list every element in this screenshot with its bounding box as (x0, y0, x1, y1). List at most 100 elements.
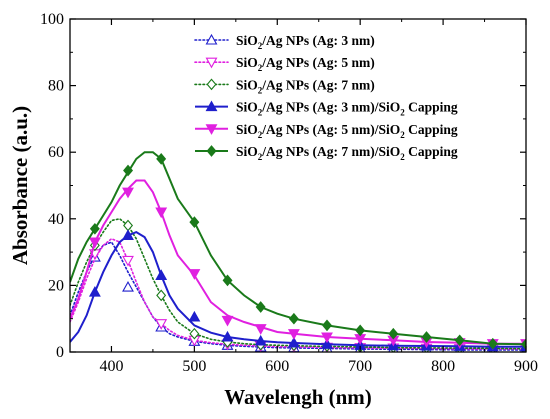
legend-marker (206, 145, 217, 157)
series-layer (70, 151, 526, 352)
legend-item-2: SiO2/Ag NPs (Ag: 5 nm) (194, 55, 375, 73)
series-4-point (254, 334, 267, 346)
legend-label: SiO2/Ag NPs (Ag: 3 nm)/SiO2 Capping (236, 100, 458, 118)
series-6 (70, 151, 526, 351)
legend: SiO2/Ag NPs (Ag: 3 nm)SiO2/Ag NPs (Ag: 5… (194, 33, 458, 162)
legend-text-part: SiO (236, 144, 258, 159)
legend-subscript: 2 (258, 108, 263, 118)
x-tick-label: 500 (182, 358, 206, 375)
legend-label: SiO2/Ag NPs (Ag: 7 nm) (236, 77, 375, 95)
plot-area (70, 19, 526, 352)
legend-marker (205, 33, 218, 45)
series-4-point (221, 330, 234, 342)
series-5-point (287, 329, 300, 340)
x-tick-label: 900 (514, 358, 538, 375)
y-tick-label: 40 (48, 211, 64, 228)
y-tick-label: 100 (40, 11, 64, 28)
series-6-point (388, 327, 399, 340)
legend-subscript: 2 (258, 152, 263, 162)
legend-text-part: /Ag NPs (Ag: 3 nm) (261, 33, 375, 48)
series-6-point (454, 334, 465, 347)
x-axis-title: Wavelengh (nm) (224, 385, 372, 409)
series-2-point (122, 255, 134, 267)
legend-label: SiO2/Ag NPs (Ag: 7 nm)/SiO2 Capping (236, 144, 458, 162)
series-6-point (89, 222, 100, 235)
series-6-point (189, 216, 200, 228)
legend-subscript: 2 (258, 41, 263, 51)
series-4-point (287, 336, 300, 348)
y-axis-title: Absorbance (a.u.) (8, 106, 32, 265)
series-6-point (322, 319, 333, 332)
series-4-point (321, 338, 333, 349)
plot-background (70, 19, 526, 352)
series-6-point (421, 331, 432, 343)
legend-text-part: Capping (405, 144, 458, 159)
series-6-point (156, 153, 167, 165)
x-tick-label: 600 (265, 358, 289, 375)
series-6-point (255, 301, 266, 313)
series-6-point (487, 337, 498, 350)
legend-text-part: /Ag NPs (Ag: 7 nm)/SiO (261, 144, 400, 159)
series-5-point (221, 315, 234, 327)
legend-subscript: 2 (258, 85, 263, 95)
axes-layer: 400 500 600 700 800 900 0 20 40 60 80 100 (40, 11, 538, 375)
series-6-point (355, 324, 366, 337)
series-5-point (155, 207, 168, 219)
legend-text-part: /Ag NPs (Ag: 7 nm) (261, 77, 375, 92)
legend-subscript: 2 (258, 63, 263, 73)
legend-text-part: SiO (236, 33, 258, 48)
series-4-point (122, 229, 134, 240)
y-tick-label: 0 (56, 344, 64, 361)
series-6-line (70, 151, 526, 346)
series-2-point (155, 319, 168, 330)
legend-label: SiO2/Ag NPs (Ag: 3 nm) (236, 33, 375, 51)
series-2-line (70, 237, 526, 350)
legend-item-1: SiO2/Ag NPs (Ag: 3 nm) (194, 33, 375, 51)
legend-marker (205, 100, 218, 112)
series-3-line (70, 217, 526, 350)
series-5-point (122, 187, 134, 199)
series-6-point (521, 338, 526, 351)
legend-item-3: SiO2/Ag NPs (Ag: 7 nm) (194, 77, 375, 95)
series-4-point (188, 310, 201, 322)
legend-item-6: SiO2/Ag NPs (Ag: 7 nm)/SiO2 Capping (195, 144, 458, 162)
legend-text-part: /Ag NPs (Ag: 5 nm) (261, 55, 375, 70)
series-6-point (123, 164, 134, 177)
legend-text-part: Capping (405, 100, 458, 115)
legend-text-part: Capping (405, 122, 458, 137)
series-6-point (288, 312, 299, 325)
legend-label: SiO2/Ag NPs (Ag: 5 nm)/SiO2 Capping (236, 122, 458, 140)
y-tick-label: 20 (48, 277, 64, 294)
x-tick-label: 700 (348, 358, 372, 375)
legend-label: SiO2/Ag NPs (Ag: 5 nm) (236, 55, 375, 73)
legend-marker (206, 78, 217, 91)
series-5-point (88, 237, 101, 249)
x-tick-label: 800 (431, 358, 455, 375)
series-5-line (70, 179, 526, 345)
legend-marker (205, 124, 218, 135)
legend-text-part: /Ag NPs (Ag: 5 nm)/SiO (261, 122, 400, 137)
legend-marker (205, 57, 218, 69)
series-5-point (188, 269, 201, 280)
series-4-point (88, 285, 101, 297)
legend-text-part: SiO (236, 77, 258, 92)
series-3-point (156, 289, 167, 302)
y-tick-label: 80 (48, 78, 64, 95)
series-6-point (222, 274, 233, 287)
y-tick-label: 60 (48, 144, 64, 161)
series-1-point (122, 280, 134, 292)
series-4-point (155, 269, 168, 280)
legend-text-part: SiO (236, 122, 258, 137)
legend-subscript: 2 (400, 152, 405, 162)
series-4-line (70, 230, 526, 348)
series-5-point (254, 324, 267, 335)
legend-text-part: SiO (236, 100, 258, 115)
legend-subscript: 2 (400, 108, 405, 118)
legend-text-part: /Ag NPs (Ag: 3 nm)/SiO (261, 100, 400, 115)
series-5-point (321, 332, 333, 344)
legend-item-5: SiO2/Ag NPs (Ag: 5 nm)/SiO2 Capping (195, 122, 458, 140)
legend-text-part: SiO (236, 55, 258, 70)
series-3-point (189, 327, 200, 340)
legend-subscript: 2 (400, 130, 405, 140)
